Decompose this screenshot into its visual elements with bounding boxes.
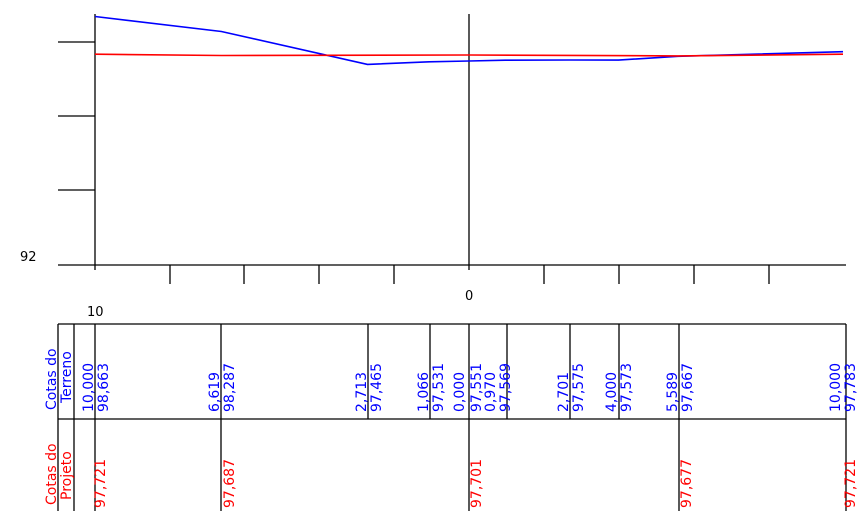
- terrain-elevation: 97,551: [469, 363, 485, 412]
- terrain-offset: 2,701: [556, 372, 572, 412]
- terrain-elevation: 97,575: [571, 363, 587, 412]
- terrain-elevation: 98,287: [222, 363, 238, 412]
- project-elevation: 97,721: [93, 459, 109, 508]
- terrain-row-label: Terreno: [59, 351, 75, 404]
- terrain-offset: 0,970: [483, 372, 499, 412]
- terrain-row-label: Cotas do: [44, 348, 60, 410]
- terrain-offset: 1,066: [416, 372, 432, 412]
- terrain-elevation: 97,667: [680, 363, 696, 412]
- project-profile-line: [94, 53, 844, 57]
- station-center-label: 0: [465, 289, 473, 304]
- project-elevation: 97,701: [469, 459, 485, 508]
- project-row-label: Projeto: [59, 451, 75, 500]
- terrain-offset: 4,000: [604, 372, 620, 412]
- terrain-offset: 10,000: [828, 363, 844, 412]
- terrain-elevation: 98,663: [96, 363, 112, 412]
- project-row-label: Cotas do: [44, 443, 60, 505]
- project-elevation: 97,721: [843, 459, 859, 508]
- terrain-elevation: 97,531: [431, 363, 447, 412]
- terrain-offset: 5,589: [665, 372, 681, 412]
- project-elevation: 97,677: [679, 459, 695, 508]
- terrain-offset: 6,619: [207, 372, 223, 412]
- terrain-elevation: 97,573: [619, 363, 635, 412]
- terrain-offset: 0,000: [452, 372, 468, 412]
- terrain-profile-line: [94, 15, 844, 66]
- terrain-offset: 10,000: [81, 363, 97, 412]
- profile-axes: 92 10 0: [20, 14, 846, 320]
- station-left-label: 10: [87, 305, 104, 320]
- terrain-elevation: 97,465: [369, 363, 385, 412]
- terrain-elevation: 97,569: [498, 363, 514, 412]
- elevation-table: Cotas do Terreno Cotas do Projeto 10,000…: [44, 323, 859, 511]
- terrain-elevation: 97,783: [843, 363, 859, 412]
- terrain-offset: 2,713: [354, 372, 370, 412]
- project-elevation: 97,687: [222, 459, 238, 508]
- elevation-label: 92: [20, 250, 37, 265]
